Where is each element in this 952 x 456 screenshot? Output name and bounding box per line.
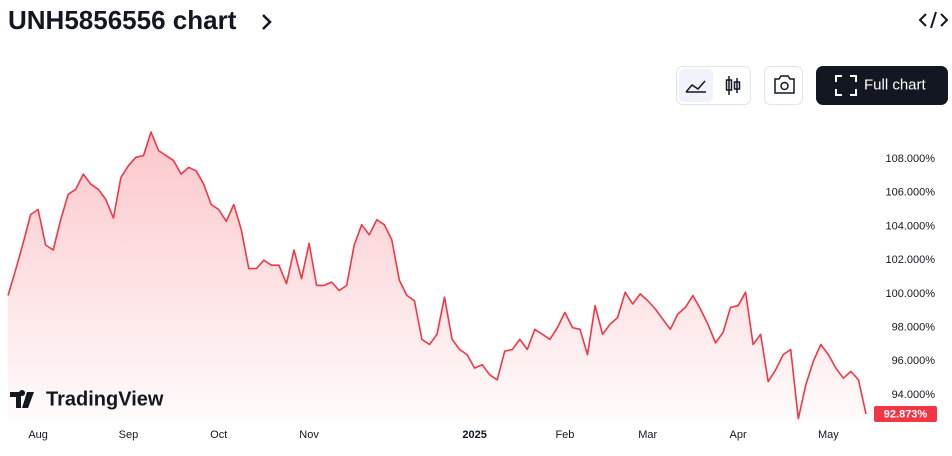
area [8, 132, 866, 420]
x-tick-label: Aug [28, 429, 48, 441]
plot: 94.000% 96.000% 98.000% 100.000% 102.000% 104… [7, 131, 937, 441]
fullscreen-icon [835, 75, 857, 96]
x-tick-label: Oct [210, 429, 227, 441]
x-tick-label: Nov [299, 429, 319, 441]
y-tick-label: 104.000% [885, 220, 935, 232]
snapshot-button[interactable] [764, 66, 803, 105]
y-tick-label: 94.000% [892, 389, 936, 401]
y-tick-label: 98.000% [892, 321, 936, 333]
line [7, 131, 867, 420]
x-tick-label: May [818, 429, 839, 441]
y-tick-label: 100.000% [885, 288, 935, 300]
y-tick-label: 96.000% [892, 355, 936, 367]
y-tick-label: 106.000% [885, 187, 935, 199]
x-tick-label: Sep [119, 429, 139, 441]
logo-icon [10, 390, 34, 408]
line-icon [685, 80, 706, 93]
full-chart-button[interactable] [816, 66, 948, 105]
line-style-button[interactable] [679, 69, 713, 102]
y-tick-label: 102.000% [885, 254, 935, 266]
title-chevron[interactable] [262, 14, 272, 30]
x-tick-label: Apr [729, 429, 746, 441]
embed-icon[interactable] [918, 11, 949, 29]
last-value-box [874, 406, 937, 423]
x-tick-label: Mar [638, 429, 657, 441]
candle-icon[interactable] [725, 76, 741, 95]
title: UNH5856556 chart [8, 5, 237, 35]
camera-icon [774, 75, 795, 94]
logo: TradingView [10, 388, 164, 410]
y-tick-label: 108.000% [885, 153, 935, 165]
x-tick-label: Feb [555, 429, 574, 441]
last-value-label: 92.873% [884, 408, 928, 420]
full-chart-label[interactable]: Full chart [864, 76, 927, 93]
x-tick-label: 2025 [462, 429, 486, 441]
logo-text: TradingView [46, 388, 164, 410]
